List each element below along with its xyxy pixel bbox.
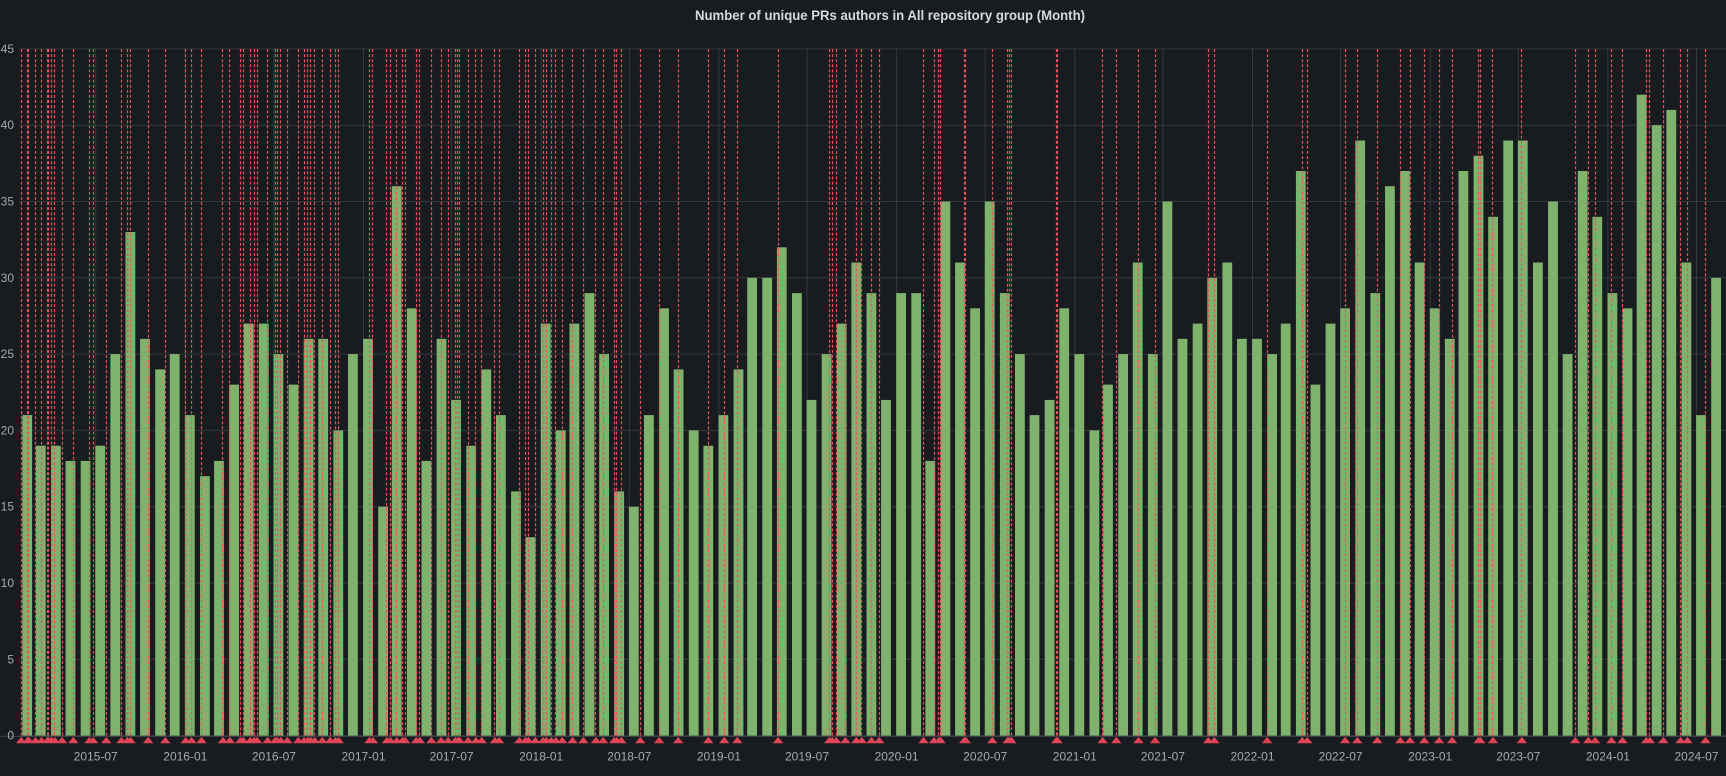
svg-text:2019-07: 2019-07 [785,750,829,764]
svg-text:0: 0 [7,729,14,743]
svg-text:2024-01: 2024-01 [1586,750,1630,764]
svg-text:Number of unique PRs authors i: Number of unique PRs authors in All repo… [695,8,1085,23]
svg-text:2023-07: 2023-07 [1496,750,1540,764]
svg-text:25: 25 [1,347,15,361]
svg-text:2019-01: 2019-01 [697,750,741,764]
svg-text:2023-01: 2023-01 [1408,750,1452,764]
svg-text:10: 10 [1,576,15,590]
svg-text:2020-07: 2020-07 [963,750,1007,764]
svg-text:2021-07: 2021-07 [1141,750,1185,764]
svg-text:45: 45 [1,42,15,56]
svg-text:2017-01: 2017-01 [341,750,385,764]
svg-text:2015-07: 2015-07 [74,750,118,764]
svg-text:2022-07: 2022-07 [1319,750,1363,764]
svg-text:40: 40 [1,118,15,132]
svg-text:15: 15 [1,500,15,514]
svg-text:2016-01: 2016-01 [163,750,207,764]
svg-text:2020-01: 2020-01 [875,750,919,764]
svg-text:2024-07: 2024-07 [1674,750,1718,764]
svg-text:35: 35 [1,195,15,209]
svg-text:2021-01: 2021-01 [1053,750,1097,764]
svg-text:20: 20 [1,423,15,437]
svg-text:2018-01: 2018-01 [519,750,563,764]
svg-text:2016-07: 2016-07 [252,750,296,764]
svg-text:2018-07: 2018-07 [607,750,651,764]
svg-text:2017-07: 2017-07 [430,750,474,764]
svg-text:30: 30 [1,271,15,285]
svg-text:5: 5 [7,652,14,666]
svg-text:2022-01: 2022-01 [1230,750,1274,764]
